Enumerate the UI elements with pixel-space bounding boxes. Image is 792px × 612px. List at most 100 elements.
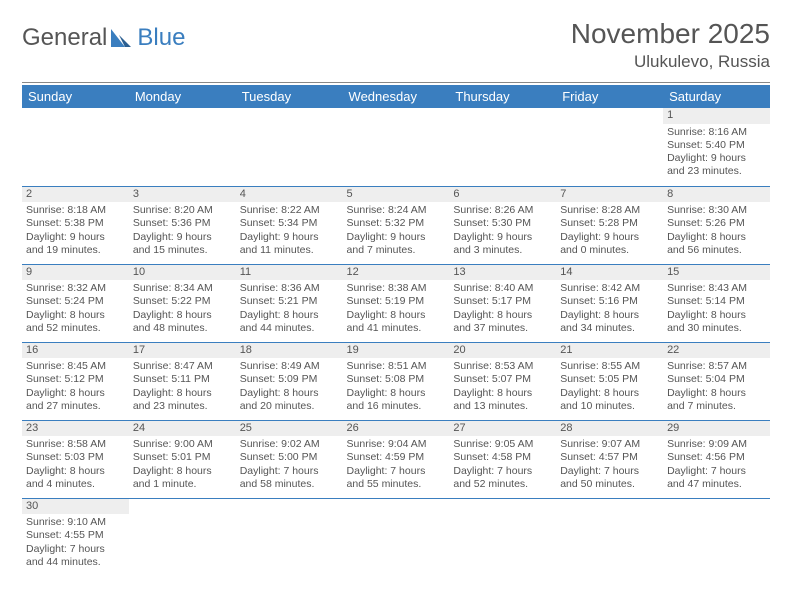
day-number: 24 xyxy=(129,421,236,437)
daylight-text: Daylight: 8 hours and 52 minutes. xyxy=(26,309,125,335)
sunset-text: Sunset: 5:36 PM xyxy=(133,217,232,230)
sunrise-text: Sunrise: 8:58 AM xyxy=(26,438,125,451)
calendar-cell: 20Sunrise: 8:53 AMSunset: 5:07 PMDayligh… xyxy=(449,342,556,420)
sunrise-text: Sunrise: 8:30 AM xyxy=(667,204,766,217)
calendar-cell: 27Sunrise: 9:05 AMSunset: 4:58 PMDayligh… xyxy=(449,420,556,498)
daylight-text: Daylight: 8 hours and 10 minutes. xyxy=(560,387,659,413)
daylight-text: Daylight: 7 hours and 47 minutes. xyxy=(667,465,766,491)
weekday-header: Wednesday xyxy=(343,85,450,108)
calendar-cell xyxy=(129,108,236,186)
calendar-cell: 24Sunrise: 9:00 AMSunset: 5:01 PMDayligh… xyxy=(129,420,236,498)
calendar-cell: 23Sunrise: 8:58 AMSunset: 5:03 PMDayligh… xyxy=(22,420,129,498)
calendar-cell: 9Sunrise: 8:32 AMSunset: 5:24 PMDaylight… xyxy=(22,264,129,342)
calendar-cell: 30Sunrise: 9:10 AMSunset: 4:55 PMDayligh… xyxy=(22,498,129,576)
daylight-text: Daylight: 8 hours and 7 minutes. xyxy=(667,387,766,413)
sunrise-text: Sunrise: 8:55 AM xyxy=(560,360,659,373)
calendar-table: Sunday Monday Tuesday Wednesday Thursday… xyxy=(22,85,770,576)
calendar-cell: 26Sunrise: 9:04 AMSunset: 4:59 PMDayligh… xyxy=(343,420,450,498)
calendar-row: 9Sunrise: 8:32 AMSunset: 5:24 PMDaylight… xyxy=(22,264,770,342)
sunrise-text: Sunrise: 8:57 AM xyxy=(667,360,766,373)
sunset-text: Sunset: 5:07 PM xyxy=(453,373,552,386)
sunrise-text: Sunrise: 8:53 AM xyxy=(453,360,552,373)
day-number: 15 xyxy=(663,265,770,281)
day-number: 25 xyxy=(236,421,343,437)
calendar-cell: 12Sunrise: 8:38 AMSunset: 5:19 PMDayligh… xyxy=(343,264,450,342)
sunset-text: Sunset: 4:58 PM xyxy=(453,451,552,464)
sunrise-text: Sunrise: 8:38 AM xyxy=(347,282,446,295)
sunrise-text: Sunrise: 8:28 AM xyxy=(560,204,659,217)
calendar-row: 23Sunrise: 8:58 AMSunset: 5:03 PMDayligh… xyxy=(22,420,770,498)
day-number: 7 xyxy=(556,187,663,203)
calendar-cell xyxy=(129,498,236,576)
daylight-text: Daylight: 8 hours and 20 minutes. xyxy=(240,387,339,413)
daylight-text: Daylight: 8 hours and 56 minutes. xyxy=(667,231,766,257)
month-title: November 2025 xyxy=(571,18,770,50)
sunset-text: Sunset: 4:57 PM xyxy=(560,451,659,464)
sunset-text: Sunset: 5:34 PM xyxy=(240,217,339,230)
sunset-text: Sunset: 5:19 PM xyxy=(347,295,446,308)
day-number: 10 xyxy=(129,265,236,281)
sunrise-text: Sunrise: 8:34 AM xyxy=(133,282,232,295)
day-number: 19 xyxy=(343,343,450,359)
daylight-text: Daylight: 7 hours and 50 minutes. xyxy=(560,465,659,491)
sunrise-text: Sunrise: 8:42 AM xyxy=(560,282,659,295)
daylight-text: Daylight: 9 hours and 19 minutes. xyxy=(26,231,125,257)
calendar-cell: 28Sunrise: 9:07 AMSunset: 4:57 PMDayligh… xyxy=(556,420,663,498)
sunrise-text: Sunrise: 9:02 AM xyxy=(240,438,339,451)
daylight-text: Daylight: 8 hours and 30 minutes. xyxy=(667,309,766,335)
sunrise-text: Sunrise: 8:16 AM xyxy=(667,126,766,139)
calendar-row: 1Sunrise: 8:16 AMSunset: 5:40 PMDaylight… xyxy=(22,108,770,186)
day-number: 20 xyxy=(449,343,556,359)
day-number: 26 xyxy=(343,421,450,437)
day-number: 21 xyxy=(556,343,663,359)
daylight-text: Daylight: 8 hours and 13 minutes. xyxy=(453,387,552,413)
daylight-text: Daylight: 8 hours and 4 minutes. xyxy=(26,465,125,491)
daylight-text: Daylight: 7 hours and 58 minutes. xyxy=(240,465,339,491)
daylight-text: Daylight: 8 hours and 23 minutes. xyxy=(133,387,232,413)
sunrise-text: Sunrise: 9:07 AM xyxy=(560,438,659,451)
day-number: 5 xyxy=(343,187,450,203)
sunset-text: Sunset: 5:17 PM xyxy=(453,295,552,308)
sunset-text: Sunset: 5:08 PM xyxy=(347,373,446,386)
sunset-text: Sunset: 5:26 PM xyxy=(667,217,766,230)
day-number: 3 xyxy=(129,187,236,203)
calendar-cell xyxy=(663,498,770,576)
sunrise-text: Sunrise: 9:04 AM xyxy=(347,438,446,451)
calendar-cell xyxy=(22,108,129,186)
calendar-cell: 5Sunrise: 8:24 AMSunset: 5:32 PMDaylight… xyxy=(343,186,450,264)
calendar-cell: 25Sunrise: 9:02 AMSunset: 5:00 PMDayligh… xyxy=(236,420,343,498)
day-number: 6 xyxy=(449,187,556,203)
calendar-cell: 1Sunrise: 8:16 AMSunset: 5:40 PMDaylight… xyxy=(663,108,770,186)
daylight-text: Daylight: 9 hours and 3 minutes. xyxy=(453,231,552,257)
sunset-text: Sunset: 5:12 PM xyxy=(26,373,125,386)
sunset-text: Sunset: 4:56 PM xyxy=(667,451,766,464)
day-number: 16 xyxy=(22,343,129,359)
calendar-cell: 16Sunrise: 8:45 AMSunset: 5:12 PMDayligh… xyxy=(22,342,129,420)
daylight-text: Daylight: 8 hours and 16 minutes. xyxy=(347,387,446,413)
sunrise-text: Sunrise: 8:40 AM xyxy=(453,282,552,295)
sunrise-text: Sunrise: 8:32 AM xyxy=(26,282,125,295)
sunset-text: Sunset: 5:05 PM xyxy=(560,373,659,386)
sunset-text: Sunset: 5:04 PM xyxy=(667,373,766,386)
calendar-cell: 3Sunrise: 8:20 AMSunset: 5:36 PMDaylight… xyxy=(129,186,236,264)
weekday-row: Sunday Monday Tuesday Wednesday Thursday… xyxy=(22,85,770,108)
day-number: 2 xyxy=(22,187,129,203)
calendar-cell xyxy=(556,108,663,186)
calendar-cell: 7Sunrise: 8:28 AMSunset: 5:28 PMDaylight… xyxy=(556,186,663,264)
day-number: 30 xyxy=(22,499,129,515)
sunset-text: Sunset: 5:30 PM xyxy=(453,217,552,230)
sunrise-text: Sunrise: 8:26 AM xyxy=(453,204,552,217)
sail-icon xyxy=(109,27,135,49)
calendar-cell: 8Sunrise: 8:30 AMSunset: 5:26 PMDaylight… xyxy=(663,186,770,264)
sunrise-text: Sunrise: 8:20 AM xyxy=(133,204,232,217)
calendar-cell: 2Sunrise: 8:18 AMSunset: 5:38 PMDaylight… xyxy=(22,186,129,264)
location: Ulukulevo, Russia xyxy=(571,52,770,72)
sunset-text: Sunset: 5:16 PM xyxy=(560,295,659,308)
sunset-text: Sunset: 5:00 PM xyxy=(240,451,339,464)
calendar-row: 2Sunrise: 8:18 AMSunset: 5:38 PMDaylight… xyxy=(22,186,770,264)
calendar-cell: 10Sunrise: 8:34 AMSunset: 5:22 PMDayligh… xyxy=(129,264,236,342)
sunrise-text: Sunrise: 8:43 AM xyxy=(667,282,766,295)
sunset-text: Sunset: 5:32 PM xyxy=(347,217,446,230)
day-number: 29 xyxy=(663,421,770,437)
sunset-text: Sunset: 5:14 PM xyxy=(667,295,766,308)
